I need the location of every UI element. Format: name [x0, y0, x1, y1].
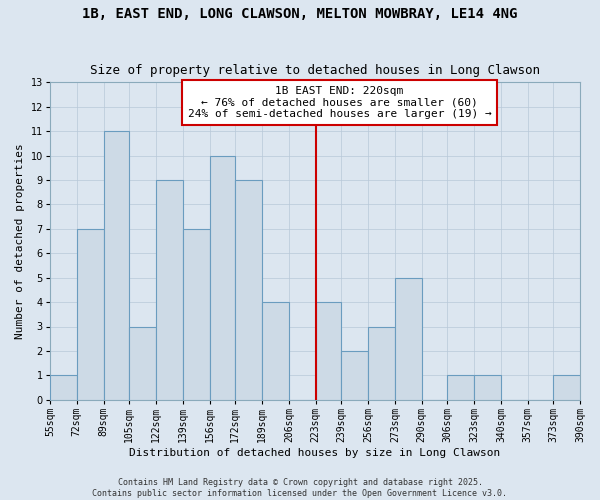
- Bar: [129, 326, 156, 400]
- Bar: [235, 180, 262, 400]
- Bar: [474, 376, 501, 400]
- Bar: [316, 302, 341, 400]
- Bar: [156, 180, 183, 400]
- X-axis label: Distribution of detached houses by size in Long Clawson: Distribution of detached houses by size …: [130, 448, 500, 458]
- Bar: [262, 302, 289, 400]
- Title: Size of property relative to detached houses in Long Clawson: Size of property relative to detached ho…: [90, 64, 540, 77]
- Bar: [553, 376, 580, 400]
- Bar: [395, 278, 422, 400]
- Bar: [104, 131, 129, 400]
- Bar: [368, 326, 395, 400]
- Bar: [183, 229, 210, 400]
- Bar: [447, 376, 474, 400]
- Text: 1B EAST END: 220sqm
← 76% of detached houses are smaller (60)
24% of semi-detach: 1B EAST END: 220sqm ← 76% of detached ho…: [188, 86, 491, 119]
- Text: Contains HM Land Registry data © Crown copyright and database right 2025.
Contai: Contains HM Land Registry data © Crown c…: [92, 478, 508, 498]
- Bar: [341, 351, 368, 400]
- Bar: [50, 376, 77, 400]
- Bar: [210, 156, 235, 400]
- Text: 1B, EAST END, LONG CLAWSON, MELTON MOWBRAY, LE14 4NG: 1B, EAST END, LONG CLAWSON, MELTON MOWBR…: [82, 8, 518, 22]
- Bar: [77, 229, 104, 400]
- Y-axis label: Number of detached properties: Number of detached properties: [15, 143, 25, 339]
